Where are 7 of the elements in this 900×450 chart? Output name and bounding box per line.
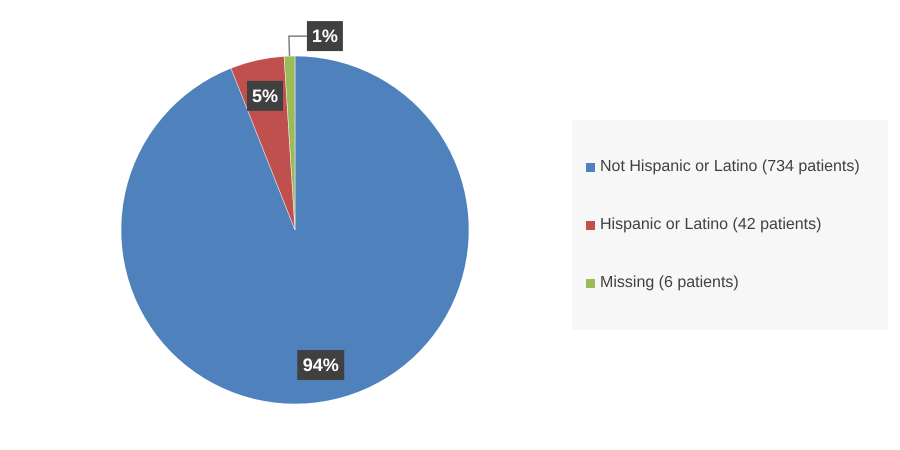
legend-label: Missing (6 patients)	[600, 274, 739, 292]
legend-label: Hispanic or Latino (42 patients)	[600, 216, 822, 234]
data-label: 5%	[252, 86, 278, 106]
data-label: 1%	[312, 26, 338, 46]
data-label: 94%	[302, 355, 339, 376]
pie-slice	[120, 56, 470, 404]
legend-label: Not Hispanic or Latino (734 patients)	[600, 158, 860, 176]
